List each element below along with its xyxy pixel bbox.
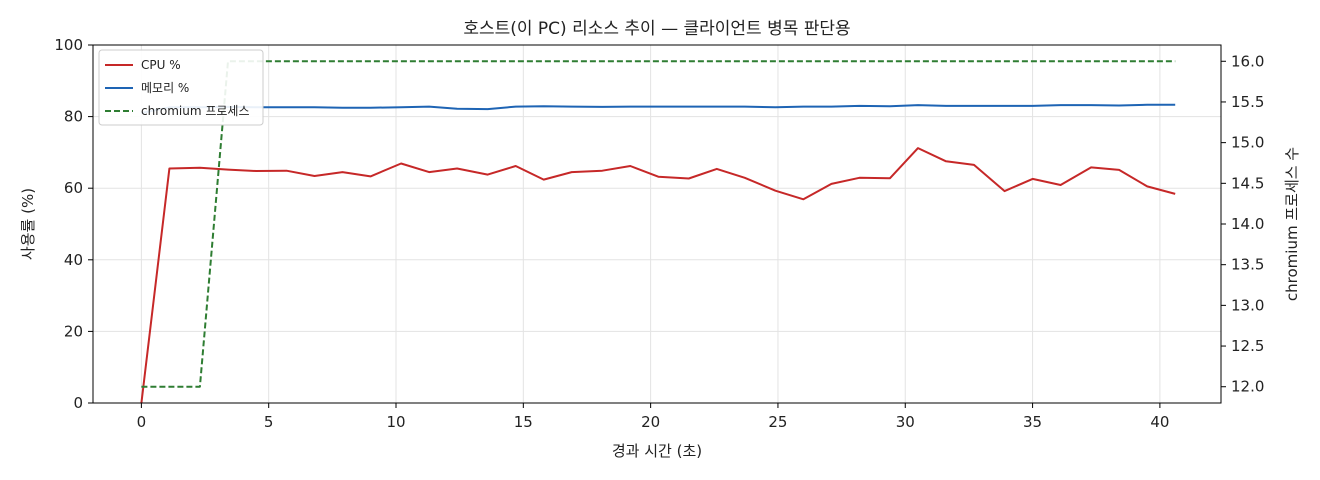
x-tick-label: 35 [1023,413,1042,431]
legend: CPU % 메모리 % chromium 프로세스 [98,49,264,126]
x-tick-label: 10 [386,413,405,431]
series-line-0 [140,147,1176,404]
y-tick-label: 40 [64,251,83,269]
y2-tick-label: 13.0 [1231,296,1264,314]
y-tick-label: 20 [64,322,83,340]
x-tick-label: 40 [1150,413,1169,431]
legend-box [98,49,264,126]
x-tick-label: 5 [264,413,274,431]
y2-tick-label: 15.0 [1231,134,1264,152]
legend-label-memory: 메모리 % [141,81,189,95]
chart-title: 호스트(이 PC) 리소스 추이 — 클라이언트 병목 판단용 [463,19,850,39]
legend-label-cpu: CPU % [141,58,181,72]
series-line-2 [141,60,1176,388]
y-tick-label: 60 [64,179,83,197]
y-tick-label: 80 [64,108,83,126]
y-axis-label: 사용률 (%) [19,188,37,260]
y2-axis-label: chromium 프로세스 수 [1283,147,1301,301]
x-tick-label: 25 [768,413,787,431]
x-axis-label: 경과 시간 (초) [612,442,702,460]
x-tick-label: 20 [641,413,660,431]
y2-tick-label: 12.0 [1231,378,1264,396]
y-tick-label: 0 [73,394,83,412]
legend-label-chromium: chromium 프로세스 [141,104,250,118]
y2-tick-label: 13.5 [1231,256,1264,274]
y2-tick-label: 16.0 [1231,52,1264,70]
x-tick-label: 0 [137,413,147,431]
x-tick-label: 15 [514,413,533,431]
y2-tick-label: 14.0 [1231,215,1264,233]
y2-tick-label: 14.5 [1231,174,1264,192]
y2-tick-label: 15.5 [1231,93,1264,111]
axes: 0 5 10 15 20 25 30 35 40 0 20 40 60 80 100 12.0 12.5 13.0… [54,36,1264,431]
y-tick-label: 100 [54,36,83,54]
y2-tick-label: 12.5 [1231,337,1264,355]
series-line-1 [141,103,1176,114]
x-tick-label: 30 [896,413,915,431]
series-layer [140,60,1176,404]
